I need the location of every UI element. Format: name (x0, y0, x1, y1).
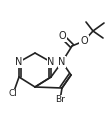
Text: Cl: Cl (9, 90, 17, 98)
Text: N: N (47, 57, 55, 67)
Text: O: O (58, 31, 66, 41)
Text: N: N (58, 57, 66, 67)
Text: Br: Br (55, 95, 65, 105)
Text: N: N (15, 57, 23, 67)
Text: O: O (80, 36, 88, 46)
